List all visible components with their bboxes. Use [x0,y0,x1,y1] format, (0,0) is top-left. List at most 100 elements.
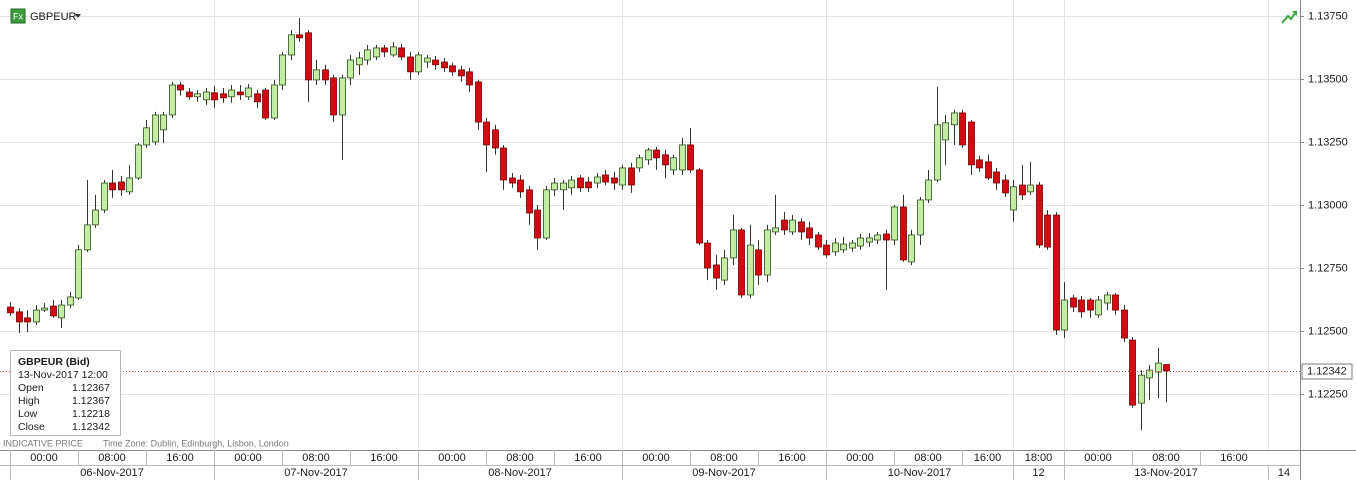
x-tick-label: 08:00 [506,452,534,464]
candle-body-up [33,309,40,323]
x-tick-label: 00:00 [438,452,466,464]
candle-body-down [50,305,57,317]
candle-body-up [364,49,371,61]
fx-icon-text: Fx [13,11,23,21]
candle-body-up [1095,299,1102,316]
candle-body-up [874,234,881,241]
candle-body-up [41,307,48,311]
date-tick-label: 09-Nov-2017 [692,467,756,479]
tooltip-field-label: Low [18,408,38,420]
candle-body-up [772,227,779,233]
y-tick-label: 1.13250 [1308,136,1348,148]
candle-body-up [203,91,210,101]
candle-body-up [891,206,898,241]
candle-body-up [101,182,108,211]
candle-body-up [279,54,286,86]
candle-body-up [1138,374,1145,404]
symbol-selector[interactable]: Fx GBPEUR [10,8,81,24]
fx-icon [10,8,26,24]
y-tick-label: 1.12250 [1308,388,1348,400]
candle-body-down [968,121,975,166]
candle-body-down [441,61,448,69]
candle-body-down [492,129,499,149]
candle-body-up [415,54,422,73]
candle-body-down [186,91,193,98]
date-tick-label: 10-Nov-2017 [888,467,952,479]
candle-body-up [92,209,99,226]
x-tick-label: 08:00 [98,452,126,464]
trend-icon[interactable] [1281,11,1297,24]
symbol-name: GBPEUR [30,11,77,23]
candle-body-up [925,179,932,201]
x-tick-label: 08:00 [710,452,738,464]
candle-body-down [526,189,533,214]
candle-body-up [1010,186,1017,211]
candle-body-down [1078,299,1085,313]
candle-body-down [662,154,669,166]
candle-body-down [432,59,439,66]
candle-body-up [670,157,677,171]
candle-body-up [832,242,839,253]
x-tick-label: 18:00 [1025,452,1053,464]
candle-body-down [500,147,507,181]
candle-body-down [7,306,14,314]
candle-body-up [1104,294,1111,304]
candle-body-down [713,264,720,279]
candle-body-down [1044,214,1051,248]
candle-body-down [611,177,618,184]
candle-body-down [237,91,244,96]
candle-body-up [1061,299,1068,331]
x-tick-label: 00:00 [234,452,262,464]
x-tick-label: 16:00 [778,452,806,464]
y-tick-label: 1.12500 [1308,325,1348,337]
candle-body-down [976,159,983,169]
candle-body-up [849,242,856,249]
candle-body-down [585,181,592,189]
dropdown-arrow [75,14,81,18]
candle-body-down [738,229,745,296]
candle-body-up [228,89,235,98]
candle-body-up [917,199,924,236]
candle-body-down [628,167,635,186]
tooltip-time: 13-Nov-2017 12:00 [18,369,108,381]
tooltip-field-value: 1.12342 [72,421,110,433]
y-tick-label: 1.13750 [1308,10,1348,22]
candle-body-down [381,47,388,53]
candle-body-down [815,234,822,248]
candle-body-up [288,34,295,56]
x-tick-label: 08:00 [302,452,330,464]
candle-body-up [908,234,915,263]
candle-body-up [1027,184,1034,193]
tooltip-field-label: Close [18,421,45,433]
date-tick-label: 14 [1278,467,1290,479]
candle-body-up [789,219,796,233]
candle-body-down [16,311,23,323]
candle-body-up [857,237,864,247]
tooltip-field-value: 1.12218 [72,408,110,420]
candle-body-down [24,317,31,323]
tooltip: GBPEUR (Bid) 13-Nov-2017 12:00 Open 1.123… [10,350,121,436]
candle-body-up [636,157,643,169]
candle-body-down [466,71,473,86]
candle-body-down [1036,184,1043,246]
y-tick-label: 1.13500 [1308,73,1348,85]
candle-body-down [1070,297,1077,308]
x-tick-label: 16:00 [574,452,602,464]
candle-body-down [305,32,312,81]
candle-body-down [1112,294,1119,311]
date-tick-label: 13-Nov-2017 [1134,467,1198,479]
candle-body-up [866,237,873,243]
date-tick-label: 06-Nov-2017 [80,467,144,479]
candle-body-up [594,176,601,184]
candle-body-up [313,69,320,81]
date-tick-label: 12 [1032,467,1044,479]
candle-body-down [900,206,907,261]
candle-body-down [653,149,660,159]
x-tick-label: 16:00 [1220,452,1248,464]
candle-body-up [551,182,558,191]
candle-body-up [730,229,737,259]
candle-body-up [560,182,567,191]
candle-body-up [143,127,150,146]
candle-body-down [823,244,830,256]
